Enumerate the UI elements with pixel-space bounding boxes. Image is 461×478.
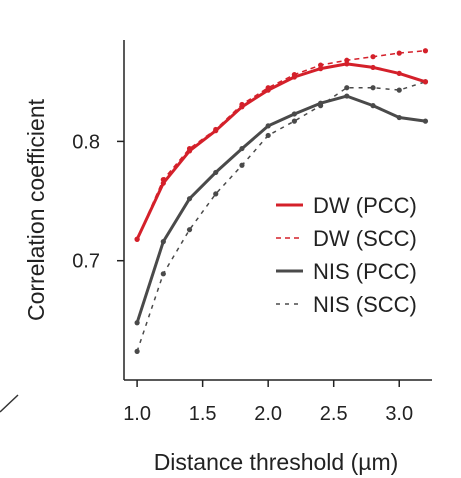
x-tick-label: 1.0: [123, 403, 151, 425]
series-line: [136, 49, 426, 240]
series-line: [135, 94, 426, 324]
data-point: [344, 61, 350, 67]
data-point: [160, 239, 166, 245]
legend-label: NIS (SCC): [313, 292, 417, 317]
data-point: [422, 79, 429, 85]
series-line: [136, 81, 426, 352]
data-point: [396, 50, 402, 56]
data-point: [396, 87, 402, 93]
legend-label: DW (SCC): [313, 226, 417, 251]
data-point: [134, 348, 140, 354]
data-point: [186, 148, 193, 154]
data-point: [291, 118, 297, 124]
data-point: [344, 85, 350, 91]
data-point: [134, 320, 140, 326]
data-point: [422, 118, 429, 124]
data-point: [213, 169, 219, 176]
legend-label: DW (PCC): [313, 193, 417, 218]
data-point: [344, 93, 350, 99]
x-tick-label: 2.5: [320, 403, 348, 425]
data-point: [186, 196, 193, 202]
y-tick-label: 0.7: [72, 251, 100, 273]
data-point: [213, 191, 219, 197]
data-point: [396, 114, 402, 121]
y-axis-label: Correlation coefficient: [23, 98, 49, 321]
data-point: [370, 103, 376, 109]
data-point: [317, 62, 324, 68]
x-tick-label: 3.0: [385, 403, 413, 425]
data-point: [317, 100, 324, 106]
data-point: [370, 64, 376, 71]
data-point: [213, 128, 219, 134]
data-point: [370, 85, 376, 91]
data-point: [265, 123, 271, 129]
data-point: [317, 66, 324, 72]
x-tick-label: 2.0: [254, 403, 282, 425]
data-point: [291, 111, 297, 117]
x-tick-label: 1.5: [189, 403, 217, 425]
legend-label: NIS (PCC): [313, 259, 417, 284]
data-point: [186, 227, 193, 233]
data-point: [265, 132, 271, 139]
corner-stroke-decoration: [0, 394, 19, 413]
data-point: [396, 70, 402, 77]
data-point: [160, 180, 166, 186]
series-line: [135, 62, 426, 240]
series-layer: [134, 48, 429, 354]
data-point: [370, 54, 376, 60]
data-point: [160, 271, 166, 277]
x-axis-label: Distance threshold (µm): [154, 449, 399, 475]
data-point: [239, 145, 245, 152]
axes: 1.0 1.5 2.0 2.5 3.0 0.7 0.8: [72, 40, 432, 425]
data-point: [239, 162, 245, 168]
data-point: [239, 104, 245, 110]
data-point: [134, 236, 140, 242]
data-point: [422, 48, 429, 54]
data-point: [265, 87, 271, 93]
legend: DW (PCC) DW (SCC) NIS (PCC) NIS (SCC): [276, 193, 417, 317]
data-point: [291, 74, 297, 80]
data-point: [344, 57, 350, 63]
y-tick-label: 0.8: [72, 131, 100, 153]
